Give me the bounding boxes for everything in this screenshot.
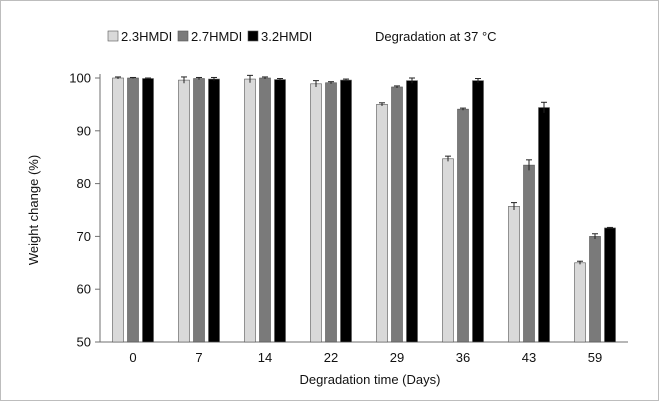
legend-label: 3.2HMDI [261, 29, 312, 44]
y-tick-label: 80 [77, 176, 91, 191]
bar-2-7HMDI-22 [325, 82, 337, 343]
x-tick-label: 59 [588, 350, 602, 365]
y-tick-label: 60 [77, 282, 91, 297]
bars [112, 77, 616, 343]
bar-2-7HMDI-0 [127, 77, 139, 343]
error-bars [115, 74, 613, 265]
y-tick-label: 90 [77, 123, 91, 138]
legend-label: 2.3HMDI [121, 29, 172, 44]
bar-2-7HMDI-14 [259, 77, 271, 343]
bar-2-3HMDI-22 [310, 83, 322, 343]
bar-2-7HMDI-29 [391, 86, 403, 343]
x-tick-label: 43 [522, 350, 536, 365]
bar-3-2HMDI-59 [604, 227, 616, 343]
y-axis-label: Weight change (%) [26, 155, 41, 265]
x-tick-label: 0 [129, 350, 136, 365]
legend-swatch [177, 30, 189, 42]
bar-2-3HMDI-0 [112, 77, 124, 343]
x-tick-label: 22 [324, 350, 338, 365]
legend: 2.3HMDI 2.7HMDI 3.2HMDI [107, 29, 312, 44]
bar-3-2HMDI-14 [274, 79, 286, 343]
x-axis-label: Degradation time (Days) [300, 372, 441, 387]
y-tick-label: 100 [69, 71, 91, 86]
bar-2-3HMDI-43 [508, 206, 520, 343]
bar-3-2HMDI-29 [406, 80, 418, 343]
bar-2-3HMDI-36 [442, 158, 454, 343]
legend-label: 2.7HMDI [191, 29, 242, 44]
bar-3-2HMDI-0 [142, 78, 154, 343]
bar-2-3HMDI-7 [178, 79, 190, 343]
bar-3-2HMDI-22 [340, 79, 352, 343]
x-tick-label: 36 [456, 350, 470, 365]
bar-2-7HMDI-7 [193, 78, 205, 343]
x-tick-label: 29 [390, 350, 404, 365]
bar-2-3HMDI-29 [376, 104, 388, 343]
y-tick-label: 70 [77, 229, 91, 244]
bar-2-3HMDI-59 [574, 262, 586, 343]
bar-2-7HMDI-59 [589, 236, 601, 343]
y-tick-label: 50 [77, 335, 91, 350]
x-tick-label: 14 [258, 350, 272, 365]
bar-2-7HMDI-36 [457, 108, 469, 343]
legend-swatch [247, 30, 259, 42]
bar-2-7HMDI-43 [523, 164, 535, 343]
bar-3-2HMDI-43 [538, 107, 550, 343]
x-tick-label: 7 [195, 350, 202, 365]
chart-title: Degradation at 37 °C [375, 29, 497, 44]
bar-2-3HMDI-14 [244, 78, 256, 343]
bar-3-2HMDI-7 [208, 78, 220, 343]
legend-swatch [107, 30, 119, 42]
bar-3-2HMDI-36 [472, 80, 484, 343]
